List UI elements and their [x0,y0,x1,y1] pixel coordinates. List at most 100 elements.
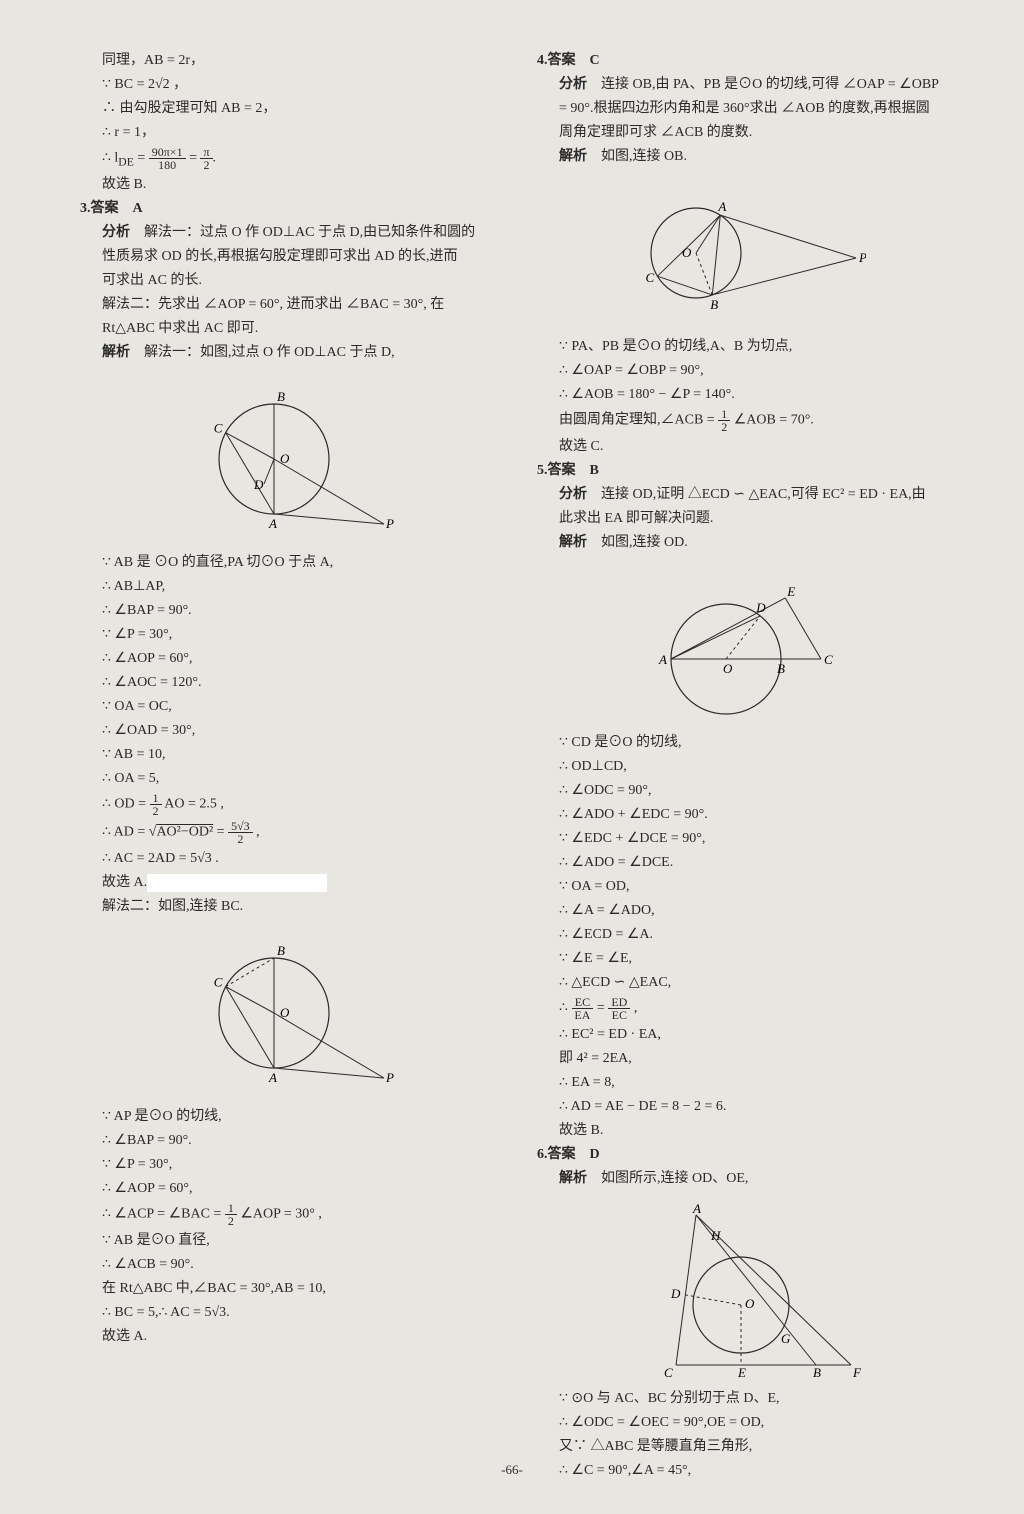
text-line: ∵ ∠P = 30°, [80,1154,507,1175]
text-line: ∴ AB⊥AP, [80,576,507,597]
text-line: ∴ ∠ACP = ∠BAC = 12 ∠AOP = 30° , [80,1202,507,1227]
text-line: 即 4² = 2EA, [537,1048,964,1069]
text-line: 故选 B. [537,1120,964,1141]
text-line: ∵ AB 是⊙O 直径, [80,1230,507,1251]
geometry-diagram: EDAOBC [641,564,861,724]
text-line: 性质易求 OD 的长,再根据勾股定理即可求出 AD 的长,进而 [80,246,507,267]
page-number: -66- [501,1462,523,1478]
text-line: 分析 连接 OB,由 PA、PB 是⊙O 的切线,可得 ∠OAP = ∠OBP [537,74,964,95]
text-line: 故选 B. [80,174,507,195]
text-line: ∴ AD = √AO²−OD² = 5√32 , [80,820,507,845]
svg-text:C: C [213,421,222,436]
left-column: 同理，AB = 2r， ∵ BC = 2√2 ， ∴ 由勾股定理可知 AB = 2，… [80,50,507,1484]
svg-text:B: B [710,297,718,312]
text-line: ∴ △ECD ∽ △EAC, [537,972,964,993]
text-line: ∴ OA = 5, [80,768,507,789]
geometry-diagram: B C O D A P [194,374,394,544]
text-line: ∵ OA = OD, [537,876,964,897]
svg-text:B: B [813,1365,821,1380]
text-line: ∵ AP 是⊙O 的切线, [80,1106,507,1127]
text-line: ∴ 由勾股定理可知 AB = 2， [80,98,507,119]
text-line: ∴ ∠C = 90°,∠A = 45°, [537,1460,964,1481]
text-line: ∵ CD 是⊙O 的切线, [537,732,964,753]
page-container: 同理，AB = 2r， ∵ BC = 2√2 ， ∴ 由勾股定理可知 AB = 2，… [0,0,1024,1514]
svg-text:D: D [755,600,766,615]
text-line: = 90°.根据四边形内角和是 360°求出 ∠AOB 的度数,再根据圆 [537,98,964,119]
text-line: 又∵ △ABC 是等腰直角三角形, [537,1436,964,1457]
text-line: ∴ OD⊥CD, [537,756,964,777]
text-line: 解析 解法一：如图,过点 O 作 OD⊥AC 于点 D, [80,342,507,363]
text-line: 故选 C. [537,436,964,457]
text-line: ∴ EA = 8, [537,1072,964,1093]
text-line: ∵ BC = 2√2 ， [80,74,507,95]
svg-text:D: D [670,1286,681,1301]
text-line: 解法二：如图,连接 BC. [80,896,507,917]
text-line: ∴ ∠ACB = 90°. [80,1254,507,1275]
text-line: 故选 A. [80,872,507,893]
svg-text:C: C [824,652,833,667]
svg-text:O: O [745,1296,755,1311]
text-line: ∴ ∠AOP = 60°, [80,1178,507,1199]
svg-text:O: O [280,1005,290,1020]
svg-text:C: C [213,975,222,990]
text-line: ∵ ∠EDC + ∠DCE = 90°, [537,828,964,849]
text-line: ∴ ECEA = EDEC , [537,996,964,1021]
geometry-diagram: AOPCB [636,178,866,328]
svg-text:P: P [858,250,866,265]
text-line: ∴ ∠ODC = ∠OEC = 90°,OE = OD, [537,1412,964,1433]
text-line: 4.答案 C [537,50,964,71]
text-line: 此求出 EA 即可解决问题. [537,508,964,529]
svg-text:P: P [385,516,394,531]
text-line: ∴ AD = AE − DE = 8 − 2 = 6. [537,1096,964,1117]
svg-text:A: A [268,516,277,531]
text-line: ∴ ∠ODC = 90°, [537,780,964,801]
text-line: 周角定理即可求 ∠ACB 的度数. [537,122,964,143]
geometry-diagram: AHDOGCEBF [641,1200,861,1380]
svg-text:B: B [777,661,785,676]
text-line: Rt△ABC 中求出 AC 即可. [80,318,507,339]
svg-text:B: B [277,389,285,404]
text-line: 6.答案 D [537,1144,964,1165]
text-line: 解析 如图,连接 OD. [537,532,964,553]
svg-text:A: A [268,1070,277,1085]
svg-text:E: E [786,584,795,599]
text-line: ∴ lDE = 90π×1180 = π2. [80,146,507,171]
svg-text:A: A [658,652,667,667]
text-line: ∴ ∠BAP = 90°. [80,1130,507,1151]
text-line: ∴ AC = 2AD = 5√3 . [80,848,507,869]
text-line: ∵ ∠E = ∠E, [537,948,964,969]
svg-text:H: H [710,1228,721,1243]
right-column: 4.答案 C 分析 连接 OB,由 PA、PB 是⊙O 的切线,可得 ∠OAP =… [537,50,964,1484]
text-line: 分析 连接 OD,证明 △ECD ∽ △EAC,可得 EC² = ED · EA… [537,484,964,505]
svg-text:F: F [852,1365,861,1380]
text-line: 解法二：先求出 ∠AOP = 60°, 进而求出 ∠BAC = 30°, 在 [80,294,507,315]
svg-text:D: D [253,477,264,492]
text-line: 同理，AB = 2r， [80,50,507,71]
text-line: 分析 解法一：过点 O 作 OD⊥AC 于点 D,由已知条件和圆的 [80,222,507,243]
text-line: 可求出 AC 的长. [80,270,507,291]
text-line: ∵ OA = OC, [80,696,507,717]
text-line: ∴ ∠ECD = ∠A. [537,924,964,945]
text-line: ∴ BC = 5,∴ AC = 5√3. [80,1302,507,1323]
text-line: ∴ EC² = ED · EA, [537,1024,964,1045]
text-line: 故选 A. [80,1326,507,1347]
text-line: 解析 如图所示,连接 OD、OE, [537,1168,964,1189]
text-line: ∴ ∠BAP = 90°. [80,600,507,621]
text-line: 解析 如图,连接 OB. [537,146,964,167]
text-line: ∴ r = 1， [80,122,507,143]
text-line: ∴ ∠ADO + ∠EDC = 90°. [537,804,964,825]
svg-text:A: A [692,1201,701,1216]
text-line: ∴ ∠A = ∠ADO, [537,900,964,921]
text-line: ∴ ∠AOP = 60°, [80,648,507,669]
svg-text:C: C [645,270,654,285]
svg-text:O: O [280,451,290,466]
svg-text:A: A [717,199,726,214]
text-line: ∵ ⊙O 与 AC、BC 分别切于点 D、E, [537,1388,964,1409]
text-line: 3.答案 A [80,198,507,219]
text-line: ∴ OD = 12 AO = 2.5 , [80,792,507,817]
text-line: ∴ ∠OAP = ∠OBP = 90°, [537,360,964,381]
text-line: ∵ AB 是 ⊙O 的直径,PA 切⊙O 于点 A, [80,552,507,573]
text-line: ∵ ∠P = 30°, [80,624,507,645]
text-line: ∴ ∠ADO = ∠DCE. [537,852,964,873]
svg-text:G: G [781,1331,791,1346]
